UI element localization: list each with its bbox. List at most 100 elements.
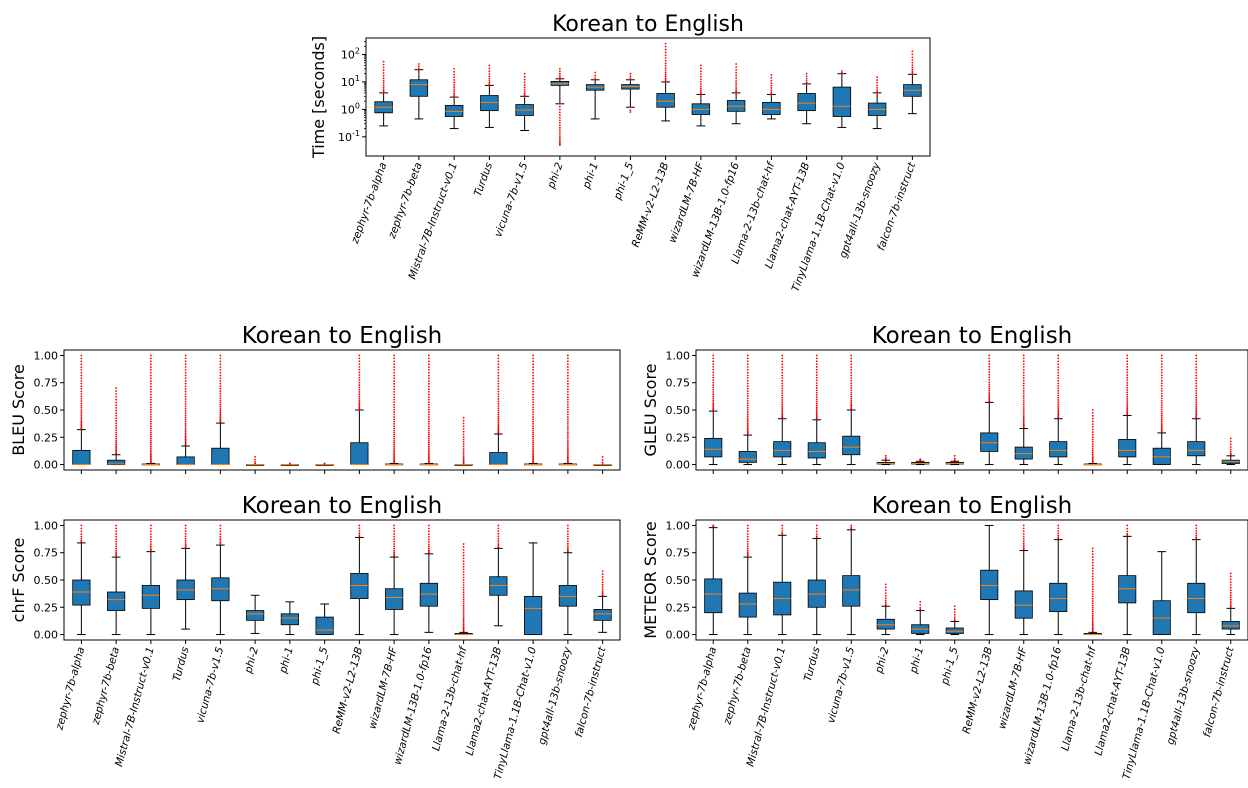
outlier-point — [523, 88, 526, 91]
outlier-point — [781, 529, 784, 532]
outlier-point — [988, 395, 991, 398]
outlier-point — [566, 398, 569, 401]
outlier-point — [417, 63, 420, 65]
outlier-point — [746, 371, 749, 374]
outlier-point — [850, 406, 853, 408]
outlier-point — [566, 388, 569, 391]
outlier-point — [1229, 440, 1232, 443]
outlier-point — [911, 53, 914, 56]
outlier-point — [393, 425, 396, 427]
outlier-point — [427, 533, 430, 536]
outlier-point — [815, 536, 818, 539]
outlier-point — [1022, 382, 1025, 385]
outlier-point — [815, 374, 818, 377]
outlier-point — [566, 548, 569, 551]
outlier-point — [746, 426, 749, 428]
outlier-point — [1057, 413, 1060, 416]
outlier-point — [184, 435, 187, 438]
outlier-point — [382, 72, 385, 74]
outlier-point — [462, 576, 465, 579]
outlier-point — [149, 427, 152, 430]
outlier-point — [566, 363, 569, 366]
outlier-point — [1195, 399, 1198, 401]
outlier-point — [393, 431, 396, 434]
outlier-point — [1126, 381, 1129, 384]
outlier-point — [358, 397, 361, 400]
outlier-point — [1126, 368, 1129, 371]
outlier-point — [149, 380, 152, 382]
outlier-point — [781, 371, 784, 374]
outlier-point — [988, 365, 991, 368]
outlier-point — [523, 72, 526, 75]
outlier-point — [149, 450, 152, 453]
outlier-point — [953, 608, 956, 611]
outlier-point — [497, 411, 500, 414]
outlier-point — [497, 429, 500, 431]
outlier-point — [1057, 377, 1060, 380]
outlier-point — [558, 133, 561, 136]
outlier-point — [115, 533, 118, 535]
outlier-point — [80, 421, 83, 424]
outlier-point — [1195, 363, 1198, 366]
outlier-point — [1057, 407, 1060, 409]
outlier-point — [746, 413, 749, 416]
outlier-point — [382, 79, 385, 82]
outlier-point — [393, 447, 396, 450]
outlier-point — [1091, 602, 1094, 605]
outlier-point — [532, 354, 535, 357]
outlier-point — [919, 604, 922, 606]
outlier-point — [184, 524, 187, 527]
outlier-point — [1126, 532, 1129, 535]
outlier-point — [746, 382, 749, 385]
outlier-point — [497, 427, 500, 430]
outlier-point — [149, 456, 152, 459]
outlier-point — [497, 421, 500, 424]
outlier-point — [781, 382, 784, 385]
outlier-point — [699, 85, 702, 88]
outlier-point — [115, 446, 118, 449]
outlier-point — [558, 126, 561, 129]
outlier-point — [427, 431, 430, 434]
x-tick-label: zephyr-7b-beta — [721, 646, 754, 727]
outlier-point — [850, 384, 853, 387]
box-falcon-7b-instruct — [1221, 572, 1240, 636]
outlier-point — [219, 527, 222, 530]
panel-chrf: Korean to English chrF Score 0.00 0.25 0.50 0… — [9, 493, 621, 781]
outlier-point — [911, 70, 914, 73]
outlier-point — [699, 92, 702, 95]
outlier-point — [1091, 420, 1094, 423]
outlier-point — [1022, 423, 1025, 426]
y-tick-label: 0.00 — [666, 459, 691, 472]
outlier-point — [488, 67, 491, 70]
outlier-point — [566, 530, 569, 533]
outlier-point — [1229, 586, 1232, 589]
outlier-point — [497, 393, 500, 395]
outlier-point — [462, 546, 465, 548]
outlier-point — [1126, 405, 1129, 408]
outlier-point — [746, 554, 749, 557]
outlier-point — [1022, 524, 1025, 527]
outlier-point — [1057, 532, 1060, 535]
outlier-point — [497, 366, 500, 369]
outlier-point — [1057, 392, 1060, 395]
outlier-point — [427, 411, 430, 414]
iqr-box — [315, 616, 334, 635]
outlier-point — [664, 77, 667, 80]
outlier-point — [523, 94, 526, 97]
outlier-point — [393, 403, 396, 406]
outlier-point — [149, 385, 152, 388]
outlier-point — [382, 89, 385, 92]
iqr-box — [1049, 582, 1068, 613]
outlier-point — [393, 538, 396, 541]
iqr-box — [797, 93, 816, 112]
outlier-point — [149, 411, 152, 414]
box-Llama2-chat-AYT-13B — [489, 524, 508, 627]
outlier-point — [462, 445, 465, 448]
outlier-point — [815, 391, 818, 394]
outlier-point — [80, 374, 83, 377]
outlier-point — [488, 83, 491, 86]
outlier-point — [1126, 389, 1129, 391]
outlier-point — [523, 90, 526, 93]
outlier-point — [184, 398, 187, 400]
outlier-point — [1091, 447, 1094, 450]
